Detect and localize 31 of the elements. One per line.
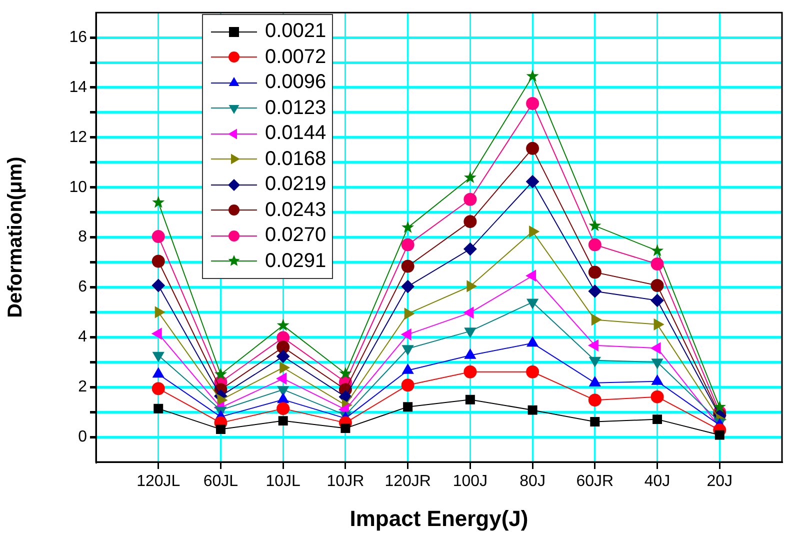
y-tick-label: 10 xyxy=(69,178,88,196)
y-tick-label: 6 xyxy=(78,278,88,296)
y-tick-label: 12 xyxy=(69,128,88,146)
x-tick-label: 10JL xyxy=(266,473,301,490)
x-tick-label: 120JR xyxy=(384,473,431,490)
x-tick-label: 60JL xyxy=(203,473,238,490)
y-tick-label: 8 xyxy=(78,228,88,246)
legend-label: 0.0144 xyxy=(265,122,326,146)
x-tick-label: 20J xyxy=(706,473,733,490)
legend-label: 0.0291 xyxy=(265,250,326,273)
x-tick-label: 120JL xyxy=(136,473,180,490)
x-tick-label: 80J xyxy=(520,473,546,490)
y-tick-label: 0 xyxy=(78,428,88,446)
legend-label: 0.0096 xyxy=(265,71,326,94)
y-tick-label: 2 xyxy=(78,378,88,396)
legend-label: 0.0219 xyxy=(265,173,326,196)
y-tick-label: 14 xyxy=(69,78,88,96)
x-axis-title: Impact Energy(J) xyxy=(350,506,528,531)
y-tick-label: 4 xyxy=(78,328,88,346)
legend-label: 0.0168 xyxy=(265,148,326,171)
x-tick-label: 100J xyxy=(452,473,488,490)
x-tick-label: 40J xyxy=(644,473,670,490)
legend-label: 0.0123 xyxy=(265,96,326,120)
legend-label: 0.0072 xyxy=(265,46,326,69)
legend-label: 0.0243 xyxy=(265,198,326,222)
y-tick-label: 16 xyxy=(69,28,88,46)
y-axis-title: Deformation(μm) xyxy=(4,156,27,318)
x-tick-label: 10JR xyxy=(326,473,364,490)
legend-label: 0.0021 xyxy=(265,20,326,44)
legend-label: 0.0270 xyxy=(265,224,326,248)
x-tick-label: 60JR xyxy=(576,473,614,490)
